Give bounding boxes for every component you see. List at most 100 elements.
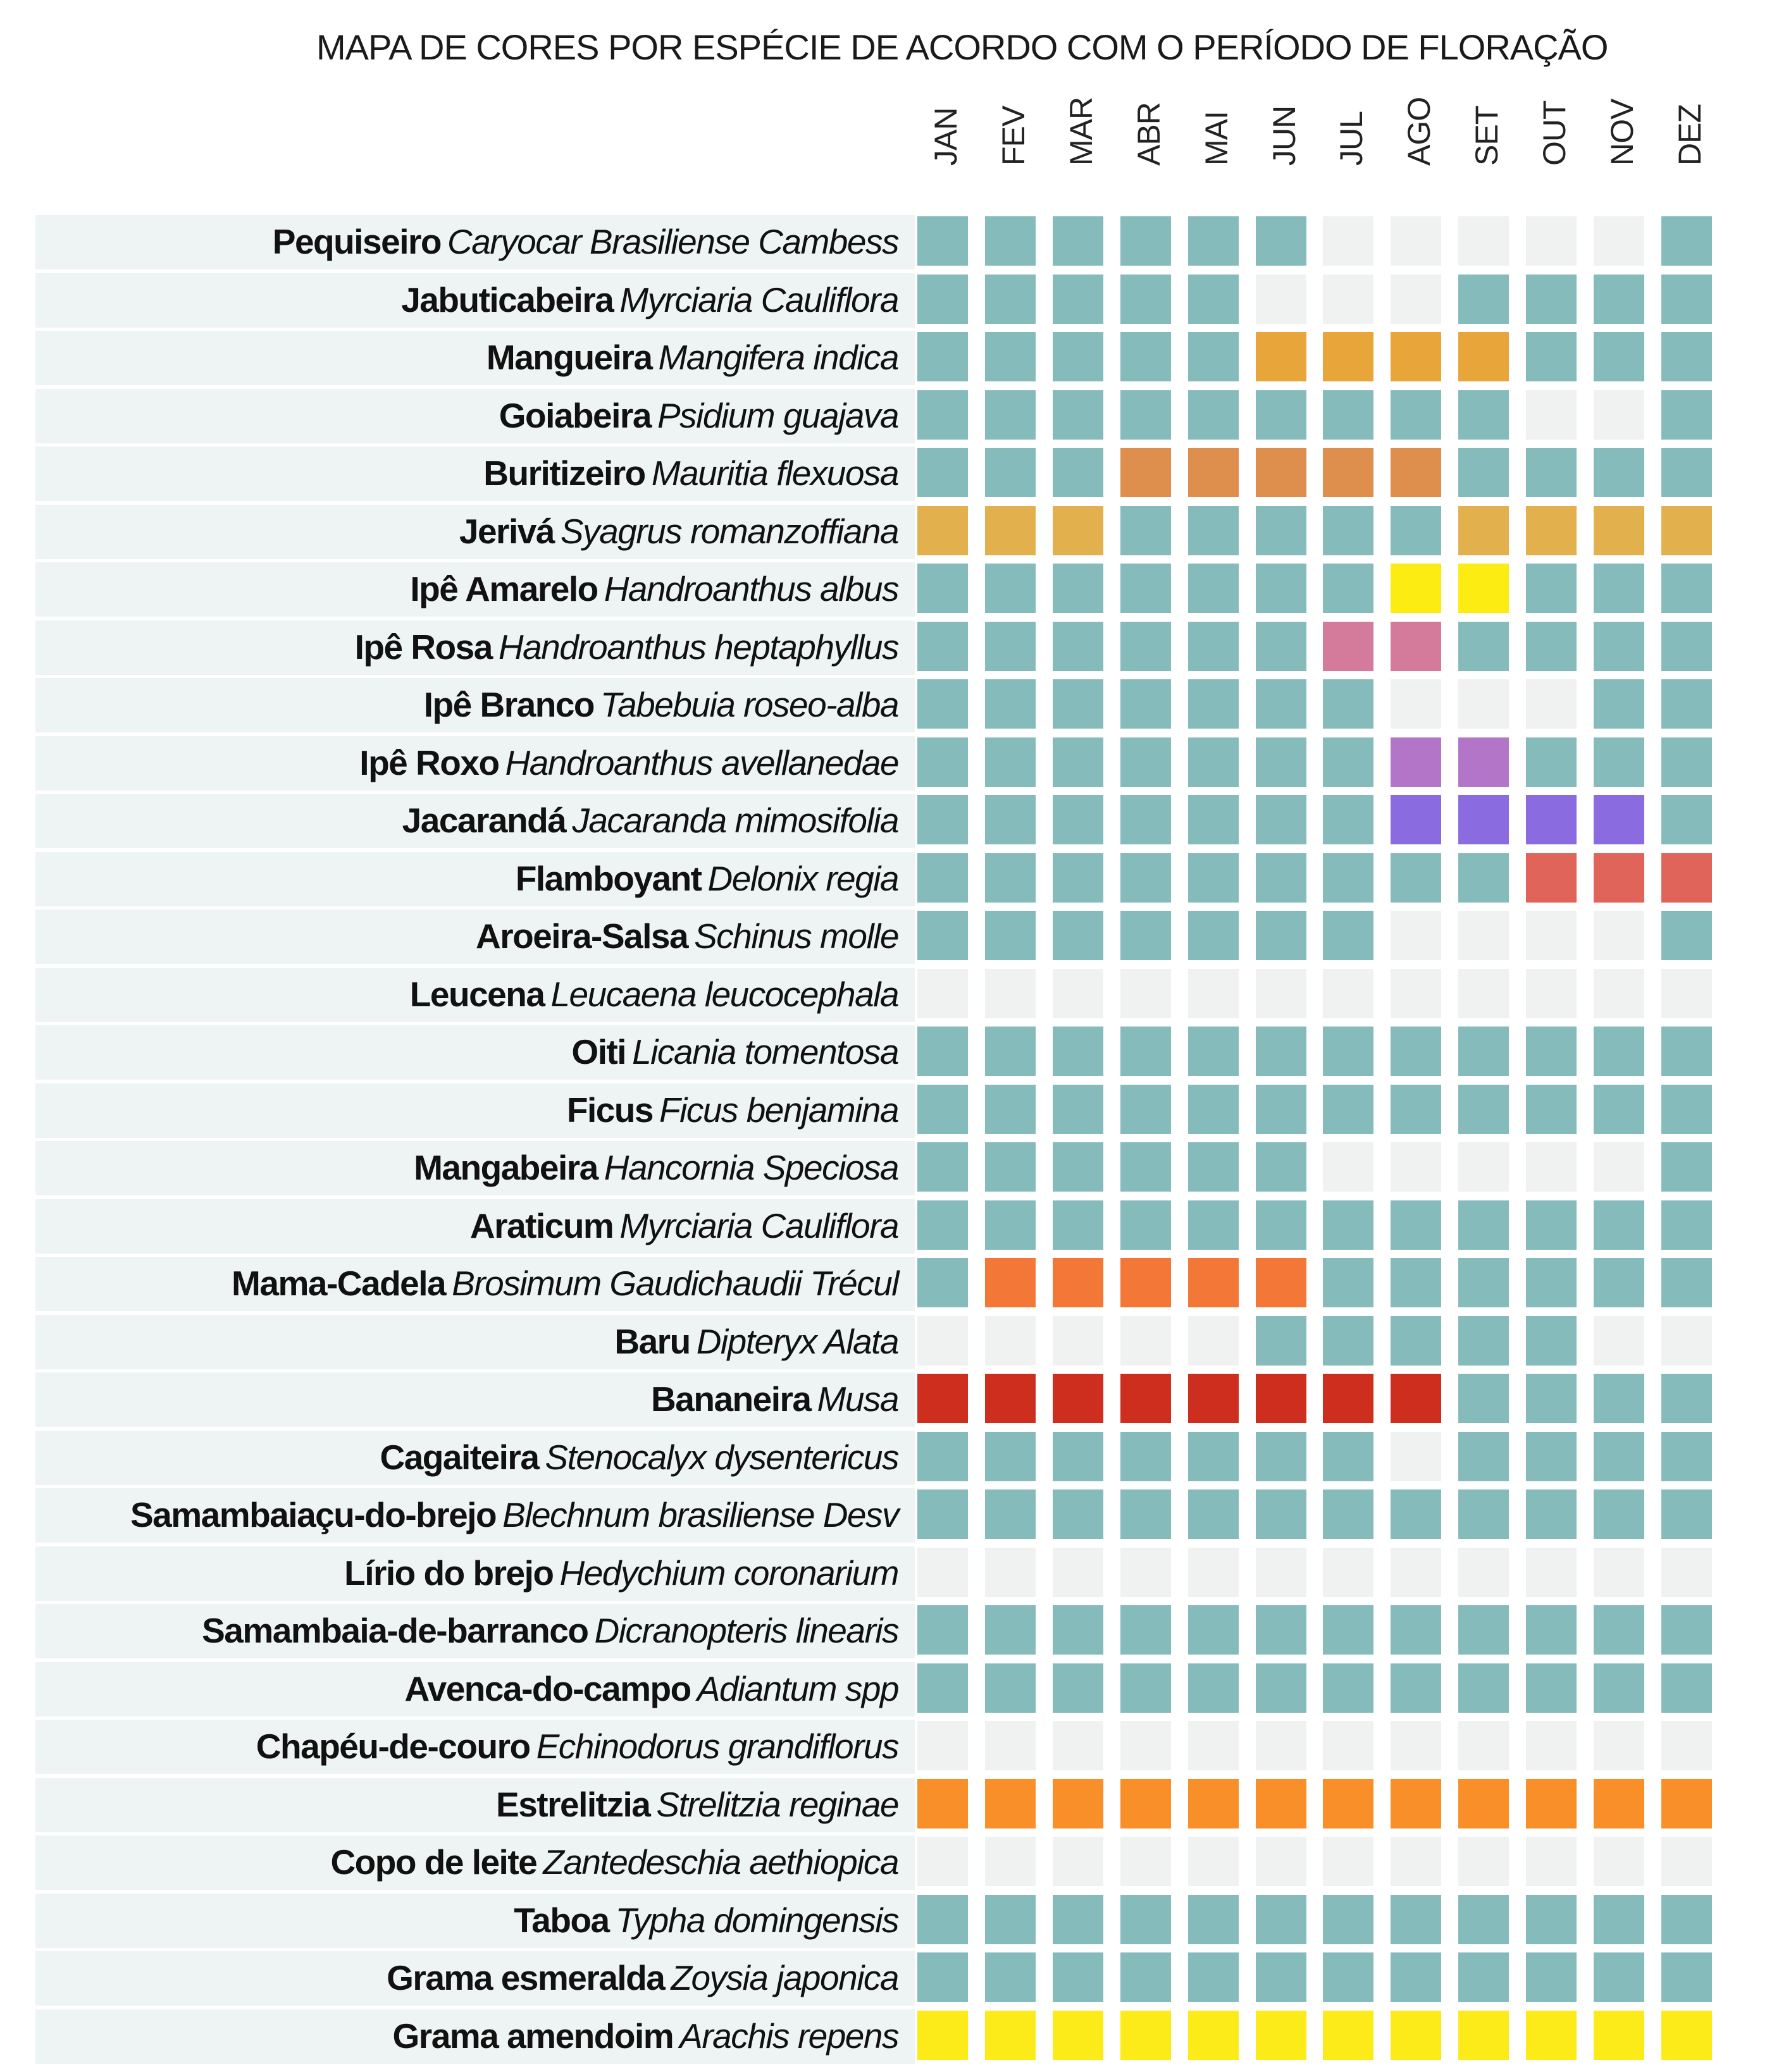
heatmap-cell xyxy=(985,564,1036,613)
heatmap-cell xyxy=(1661,1258,1712,1307)
heatmap-cell xyxy=(1120,737,1171,787)
heatmap-cell xyxy=(985,969,1036,1018)
common-name: Mama-Cadela xyxy=(232,1264,447,1303)
heatmap-cell xyxy=(1188,1489,1239,1539)
species-row: Aroeira-Salsa Schinus molle xyxy=(0,907,1779,965)
heatmap-cell xyxy=(1391,1432,1441,1481)
heatmap-cell xyxy=(1391,2011,1441,2060)
species-label: Ipê Roxo Handroanthus avellanedae xyxy=(359,743,899,783)
heatmap-cell xyxy=(1526,795,1577,844)
heatmap-cell xyxy=(1594,564,1644,613)
heatmap-cell xyxy=(1053,216,1103,266)
heatmap-cell xyxy=(1391,853,1441,903)
heatmap-cell xyxy=(985,679,1036,729)
heatmap-cell xyxy=(1188,216,1239,266)
heatmap-cell xyxy=(1053,332,1103,381)
species-label: Mangueira Mangifera indica xyxy=(487,337,900,378)
species-row: Grama esmeralda Zoysia japonica xyxy=(0,1949,1779,2006)
heatmap-cell xyxy=(1526,1548,1577,1597)
species-row: Copo de leite Zantedeschia aethiopica xyxy=(0,1833,1779,1890)
heatmap-cell xyxy=(985,506,1036,555)
common-name: Chapéu-de-couro xyxy=(256,1727,531,1766)
row-band xyxy=(35,215,915,269)
heatmap-cell xyxy=(1594,737,1644,787)
species-row: Samambaia-de-barranco Dicranopteris linea… xyxy=(0,1601,1779,1659)
heatmap-cell xyxy=(1120,564,1171,613)
heatmap-cell xyxy=(1594,1085,1644,1134)
heatmap-cell xyxy=(1391,332,1441,381)
heatmap-cell xyxy=(1256,1663,1306,1713)
heatmap-cell xyxy=(1661,622,1712,671)
heatmap-cell xyxy=(1120,2011,1171,2060)
species-row: Lírio do brejo Hedychium coronarium xyxy=(0,1544,1779,1601)
heatmap-cell xyxy=(1188,2011,1239,2060)
species-row: Samambaiaçu-do-brejo Blechnum brasiliense… xyxy=(0,1486,1779,1543)
heatmap-cell xyxy=(1323,1432,1373,1481)
heatmap-cell xyxy=(1458,332,1509,381)
heatmap-cell xyxy=(1256,969,1306,1018)
heatmap-cell xyxy=(917,390,968,440)
heatmap-cell xyxy=(1391,679,1441,729)
heatmap-cell xyxy=(1053,1142,1103,1192)
species-label: Cagaiteira Stenocalyx dysentericus xyxy=(380,1437,899,1477)
heatmap-cell xyxy=(1526,1432,1577,1481)
heatmap-cell xyxy=(1323,1316,1373,1366)
heatmap-cell xyxy=(1526,448,1577,497)
heatmap-cell xyxy=(1120,853,1171,903)
heatmap-cell xyxy=(1323,1837,1373,1886)
species-row: Grama amendoim Arachis repens xyxy=(0,2007,1779,2064)
heatmap-cell xyxy=(917,1721,968,1770)
heatmap-cell xyxy=(1526,1316,1577,1366)
heatmap-cell xyxy=(1391,390,1441,440)
heatmap-cell xyxy=(1053,1374,1103,1423)
heatmap-cell xyxy=(1458,1779,1509,1828)
heatmap-cell xyxy=(1256,2011,1306,2060)
common-name: Oiti xyxy=(571,1032,626,1071)
heatmap-cell xyxy=(1458,911,1509,960)
heatmap-cell xyxy=(1391,1374,1441,1423)
heatmap-cell xyxy=(1458,737,1509,787)
heatmap-cell xyxy=(1188,1952,1239,2002)
species-label: Jerivá Syagrus romanzoffiana xyxy=(459,511,900,552)
heatmap-cell xyxy=(1323,1779,1373,1828)
heatmap-cell xyxy=(1323,1605,1373,1655)
heatmap-cell xyxy=(1120,1200,1171,1250)
heatmap-cell xyxy=(1053,1085,1103,1134)
species-row: Avenca-do-campo Adiantum spp xyxy=(0,1660,1779,1717)
heatmap-cell xyxy=(1053,1895,1103,1944)
heatmap-cell xyxy=(985,1779,1036,1828)
heatmap-cell xyxy=(1458,1374,1509,1423)
heatmap-cell xyxy=(1323,564,1373,613)
heatmap-cell xyxy=(917,274,968,324)
heatmap-cell xyxy=(917,1779,968,1828)
heatmap-cell xyxy=(1323,1085,1373,1134)
heatmap-cell xyxy=(985,622,1036,671)
heatmap-cell xyxy=(1526,737,1577,787)
heatmap-cell xyxy=(1323,622,1373,671)
row-band xyxy=(35,1546,915,1601)
species-label: Copo de leite Zantedeschia aethiopica xyxy=(330,1842,899,1882)
heatmap-cell xyxy=(1323,216,1373,266)
heatmap-cell xyxy=(917,1548,968,1597)
heatmap-cell xyxy=(1256,1952,1306,2002)
heatmap-cell xyxy=(1526,1721,1577,1770)
heatmap-cell xyxy=(1053,1489,1103,1539)
heatmap-cell xyxy=(1458,274,1509,324)
heatmap-cell xyxy=(1594,1374,1644,1423)
row-band xyxy=(35,1431,915,1485)
species-label: Pequiseiro Caryocar Brasiliense Cambess xyxy=(273,221,900,262)
heatmap-cell xyxy=(1188,1779,1239,1828)
heatmap-cell xyxy=(1391,911,1441,960)
heatmap-cell xyxy=(1526,622,1577,671)
heatmap-cell xyxy=(1661,1605,1712,1655)
scientific-name: Handroanthus heptaphyllus xyxy=(498,627,900,667)
heatmap-cell xyxy=(1458,1721,1509,1770)
heatmap-cell xyxy=(1661,1200,1712,1250)
heatmap-cell xyxy=(1323,679,1373,729)
row-band xyxy=(35,736,915,791)
heatmap-cell xyxy=(1661,1142,1712,1192)
heatmap-cell xyxy=(1594,274,1644,324)
row-band xyxy=(35,794,915,848)
heatmap-cell xyxy=(1256,1432,1306,1481)
heatmap-cell xyxy=(1391,1663,1441,1713)
